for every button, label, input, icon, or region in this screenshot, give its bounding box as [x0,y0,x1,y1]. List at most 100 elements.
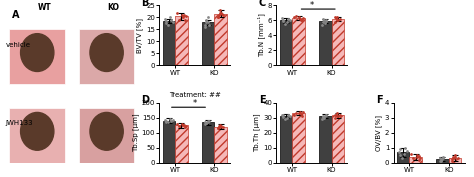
Circle shape [90,112,123,150]
Bar [79,108,134,163]
Point [331,116,338,119]
Point [278,17,286,19]
Point [320,18,328,21]
Point [214,127,221,130]
Point [216,11,223,14]
Point [299,17,307,19]
Point [331,20,338,23]
Text: B: B [142,0,149,8]
Point [322,19,329,22]
Bar [410,157,422,163]
Point [173,122,181,125]
Text: KO: KO [108,3,119,12]
Point [438,158,446,161]
Point [334,112,341,115]
Text: A: A [12,10,20,20]
Point [401,146,409,149]
Point [284,113,292,116]
Point [396,154,404,157]
Point [299,111,307,114]
Point [205,120,213,123]
Point [217,11,225,14]
Point [298,115,306,118]
Text: vehicle: vehicle [5,42,30,48]
Point [415,155,422,158]
Point [180,124,187,127]
Bar [79,29,134,84]
Point [218,12,225,15]
Bar [280,116,292,163]
Point [204,16,211,19]
Point [201,123,209,126]
Y-axis label: OV/BV [%]: OV/BV [%] [375,115,382,151]
Point [219,125,227,128]
Point [292,112,300,115]
Point [400,152,408,155]
Bar [332,115,344,163]
Point [279,116,287,118]
Point [451,155,459,158]
Point [182,15,189,18]
Point [278,113,286,116]
Point [162,19,170,22]
Bar [175,125,188,163]
Point [439,157,447,160]
Bar [163,21,175,65]
Y-axis label: Tb.Sp [μm]: Tb.Sp [μm] [132,113,139,152]
Point [215,13,223,16]
Point [414,155,421,158]
Point [332,113,340,116]
Point [333,19,340,22]
Text: C: C [259,0,266,8]
Text: *: * [192,99,197,108]
Point [161,17,169,20]
Bar [319,116,332,163]
Point [166,118,173,121]
Point [217,124,225,127]
Point [175,18,182,21]
Point [279,18,287,21]
Text: F: F [376,96,383,105]
Point [319,23,326,26]
Point [319,118,326,121]
Point [203,121,210,124]
Point [202,122,210,125]
Bar [9,29,65,84]
Text: *: * [310,1,314,10]
Point [205,23,213,26]
Point [448,158,456,161]
Point [169,21,177,24]
Point [334,16,341,19]
Point [281,118,289,121]
Point [436,157,443,160]
Point [337,114,344,117]
Bar [175,16,188,65]
Bar [292,18,305,65]
Point [319,116,327,118]
Point [175,125,182,128]
Point [437,159,444,162]
Point [298,19,306,22]
Point [179,13,186,16]
Point [439,155,447,158]
Point [337,17,344,20]
Point [322,113,329,116]
Point [279,20,287,22]
Point [291,113,298,116]
Point [216,126,223,129]
Point [451,154,458,157]
Bar [449,158,461,163]
Point [167,18,174,21]
Point [331,15,339,18]
Point [201,121,209,123]
Bar [202,22,214,65]
Point [162,22,170,25]
Text: E: E [259,96,265,105]
Point [179,123,186,126]
Bar [292,113,305,163]
Point [203,18,210,21]
Point [398,157,406,160]
Point [436,160,443,163]
Point [449,155,457,158]
Point [331,113,339,116]
